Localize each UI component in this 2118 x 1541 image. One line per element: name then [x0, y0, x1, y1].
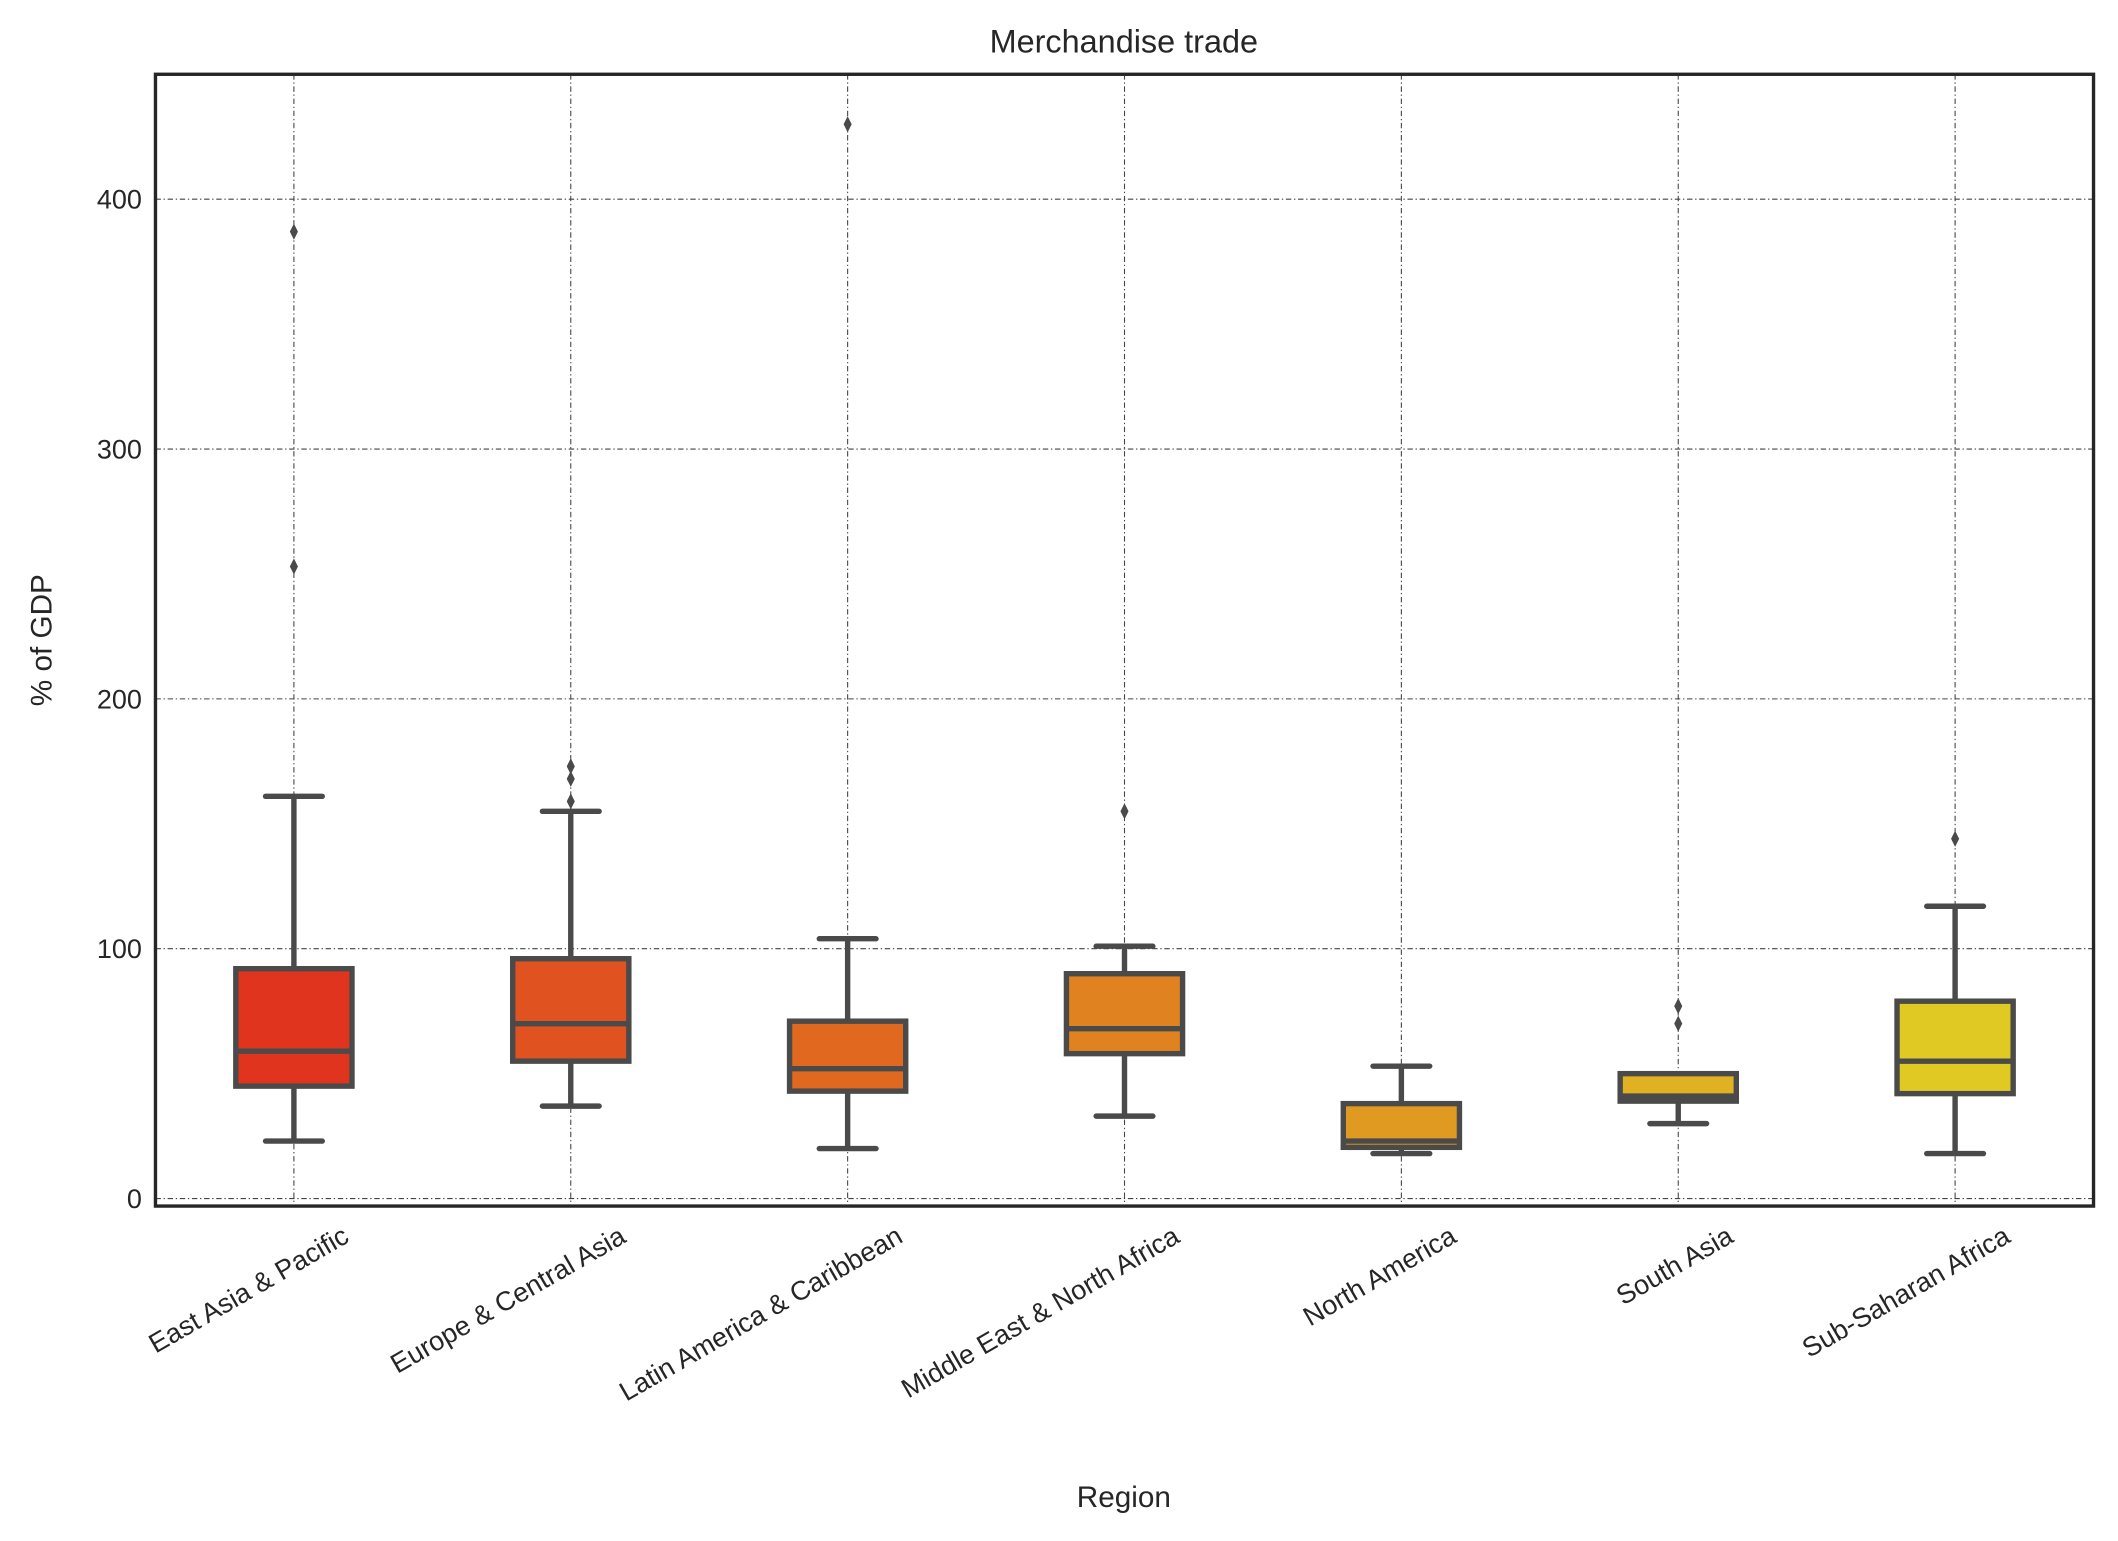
box-6 — [1894, 830, 2016, 1157]
plot-frame — [153, 72, 2096, 1208]
boxes — [233, 116, 2016, 1157]
box-2 — [786, 116, 909, 1152]
outlier-point — [566, 758, 575, 775]
box-3 — [1063, 803, 1186, 1119]
outlier-point — [289, 223, 298, 240]
box-4 — [1340, 1063, 1463, 1157]
x-tick-label: South Asia — [1611, 1220, 1739, 1311]
box — [233, 966, 355, 1089]
x-axis: East Asia & Pacific Europe & Central Asia… — [144, 1220, 2016, 1407]
outlier-point — [289, 558, 298, 575]
outlier-point — [1120, 803, 1129, 820]
y-tick-label: 400 — [97, 185, 142, 215]
box — [509, 956, 632, 1064]
outlier-point — [1951, 830, 1960, 847]
x-tick-label: Middle East & North Africa — [896, 1220, 1185, 1404]
outlier-point — [566, 770, 575, 787]
outlier-point — [1674, 998, 1683, 1015]
y-tick-label: 200 — [97, 684, 142, 714]
box — [1063, 971, 1186, 1057]
outlier-point — [843, 116, 852, 133]
x-tick-label: Latin America & Caribbean — [614, 1220, 907, 1407]
box-0 — [233, 223, 355, 1144]
y-tick-label: 0 — [127, 1184, 142, 1214]
x-tick-label: Europe & Central Asia — [385, 1220, 631, 1379]
y-axis-label: % of GDP — [25, 574, 58, 706]
box-5 — [1617, 998, 1740, 1127]
chart-title: Merchandise trade — [990, 24, 1258, 60]
box-1 — [509, 758, 632, 1109]
x-tick-label: Sub-Saharan Africa — [1797, 1220, 2016, 1364]
box — [786, 1018, 909, 1094]
y-axis: 0 100 200 300 400 — [97, 185, 142, 1214]
y-tick-label: 300 — [97, 434, 142, 464]
box — [1894, 998, 2016, 1097]
outlier-point — [1674, 1015, 1683, 1032]
x-axis-label: Region — [1077, 1481, 1171, 1514]
outlier-point — [566, 793, 575, 810]
y-tick-label: 100 — [97, 934, 142, 964]
x-tick-label: East Asia & Pacific — [144, 1220, 354, 1359]
x-tick-label: North America — [1298, 1220, 1462, 1332]
